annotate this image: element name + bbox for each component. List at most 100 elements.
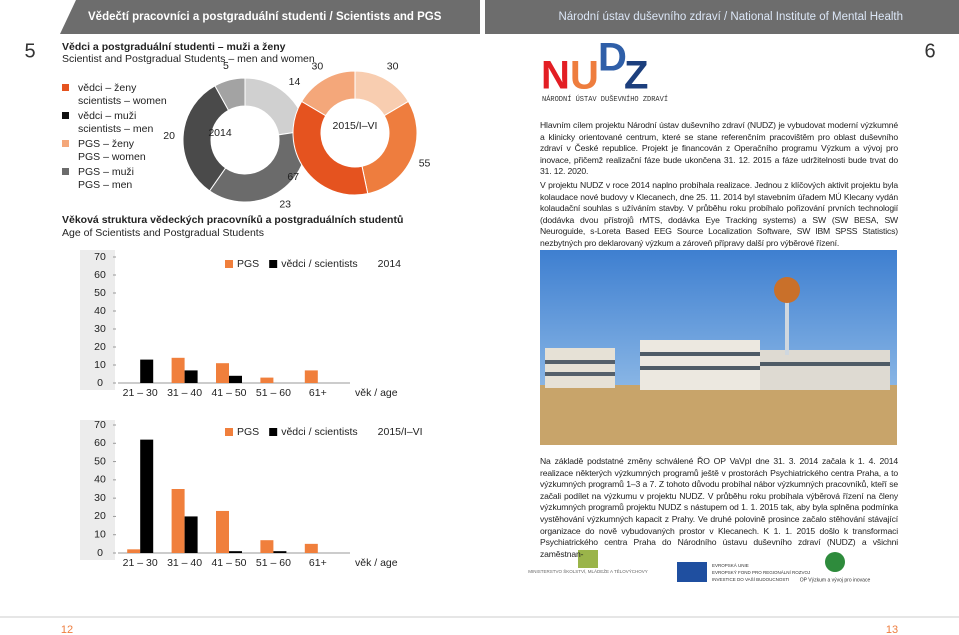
x-tick-label: 21 – 30 [123,387,158,399]
legend-label: PGS – ženy [78,138,135,150]
y-tick-label: 40 [94,305,106,317]
donut-value-label: 67 [287,171,299,183]
x-tick-label: 51 – 60 [256,557,291,569]
logo-letter: D [598,36,627,80]
donut-value-label: 55 [419,157,431,169]
legend-label: scientists – women [78,95,167,107]
sponsor-text: OP Výzkum a vývoj pro inovace [800,577,871,583]
bar [229,375,242,383]
legend-swatch [269,428,278,436]
legend-swatch [225,428,233,436]
bar [304,370,318,383]
donut-subtitle: Scientist and Postgradual Students – men… [62,53,315,65]
donut-value-label: 20 [163,130,175,142]
donut-value-label: 23 [279,198,291,210]
legend-label: vědci – ženy [78,82,137,94]
sponsor-text: EVROPSKÝ FOND PRO REGIONÁLNÍ ROZVOJ [712,569,810,575]
legend-swatch [225,260,233,268]
y-tick-label: 60 [94,269,106,281]
legend-label: PGS [237,258,259,270]
y-tick-label: 60 [94,437,106,449]
donut-segment [208,130,308,203]
header-bar [485,0,959,34]
page-number: 13 [886,624,898,635]
bar [216,510,229,553]
header-right: Národní ústav duševního zdraví / Nationa… [558,11,903,23]
x-tick-label: 41 – 50 [211,557,246,569]
bar [140,359,154,383]
legend-label: vědci / scientists [281,426,357,438]
donut-segment [214,77,246,111]
y-tick-label: 70 [94,251,106,263]
x-tick-label: 21 – 30 [123,557,158,569]
x-tick-label: 31 – 40 [167,557,202,569]
donut-value-label: 30 [312,61,324,73]
y-tick-label: 10 [94,528,106,540]
logo-letter: Z [624,54,648,98]
bar [260,540,274,553]
donut-segment [361,100,418,195]
donut-segment [292,100,369,196]
y-tick-label: 50 [94,455,106,467]
legend-swatch [62,112,69,119]
y-tick-label: 70 [94,419,106,431]
sponsor-logos: MINISTERSTVO ŠKOLSTVÍ, MLÁDEŽE A TĚLOVÝC… [528,550,870,583]
x-axis-label: věk / age [355,387,398,399]
header-left: Vědečtí pracovníci a postgraduální stude… [88,11,442,23]
legend-label: PGS [237,426,259,438]
x-tick-label: 31 – 40 [167,387,202,399]
x-tick-label: 61+ [309,387,327,399]
donut-value-label: 14 [289,76,301,88]
bar [140,439,154,553]
legend-label: scientists – men [78,123,153,135]
caption-en: Age of Scientists and Postgradual Studen… [62,227,264,239]
sponsor-text: INVESTICE DO VAŠÍ BUDOUCNOSTI [712,576,789,582]
legend-label: PGS – women [78,151,146,163]
y-tick-label: 30 [94,323,106,335]
legend-label: vědci – muži [78,110,136,122]
donut-center-label: 2015/I–VI [333,120,378,132]
bar [171,357,185,383]
legend-swatch [62,140,69,147]
paragraph: Hlavním cílem projektu Národní ústav duš… [540,120,898,177]
x-tick-label: 51 – 60 [256,387,291,399]
bar [304,543,318,553]
logo-subtitle: NÁRODNÍ ÚSTAV DUŠEVNÍHO ZDRAVÍ [542,94,668,104]
axis-panel [80,420,115,560]
y-tick-label: 50 [94,287,106,299]
legend-label: vědci / scientists [281,258,357,270]
legend-label: PGS – men [78,179,132,191]
y-tick-label: 40 [94,474,106,486]
donut-segment [300,70,356,117]
header-notch [60,0,76,34]
caption: Věková struktura vědeckých pracovníků a … [62,214,403,226]
donut-center-label: 2014 [208,127,232,139]
donut-segment [182,85,230,192]
x-axis-label: věk / age [355,557,398,569]
sponsor-text: MINISTERSTVO ŠKOLSTVÍ, MLÁDEŽE A TĚLOVÝC… [528,567,647,574]
axis-panel [80,250,115,390]
sponsor-text: EVROPSKÁ UNIE [712,562,749,568]
paragraph: Na základě podstatné změny schválené ŘO … [540,456,898,559]
legend-swatch [62,84,69,91]
bar [184,516,198,553]
donut-value-label: 5 [223,60,229,72]
chart-title: 2015/I–VI [378,426,423,438]
bar [184,370,198,383]
page-number: 12 [61,624,73,635]
y-tick-label: 0 [97,377,103,389]
x-tick-label: 41 – 50 [211,387,246,399]
legend-swatch [62,168,69,175]
photo [540,250,897,445]
donut-title: Vědci a postgraduální studenti – muži a … [62,41,286,53]
chart-title: 2014 [378,258,402,270]
y-tick-label: 30 [94,492,106,504]
header-bar [60,0,480,34]
bar [260,377,274,383]
paragraph: V projektu NUDZ v roce 2014 naplno probí… [540,180,898,248]
section-number: 5 [24,40,35,62]
y-tick-label: 0 [97,547,103,559]
section-number: 6 [924,40,935,62]
